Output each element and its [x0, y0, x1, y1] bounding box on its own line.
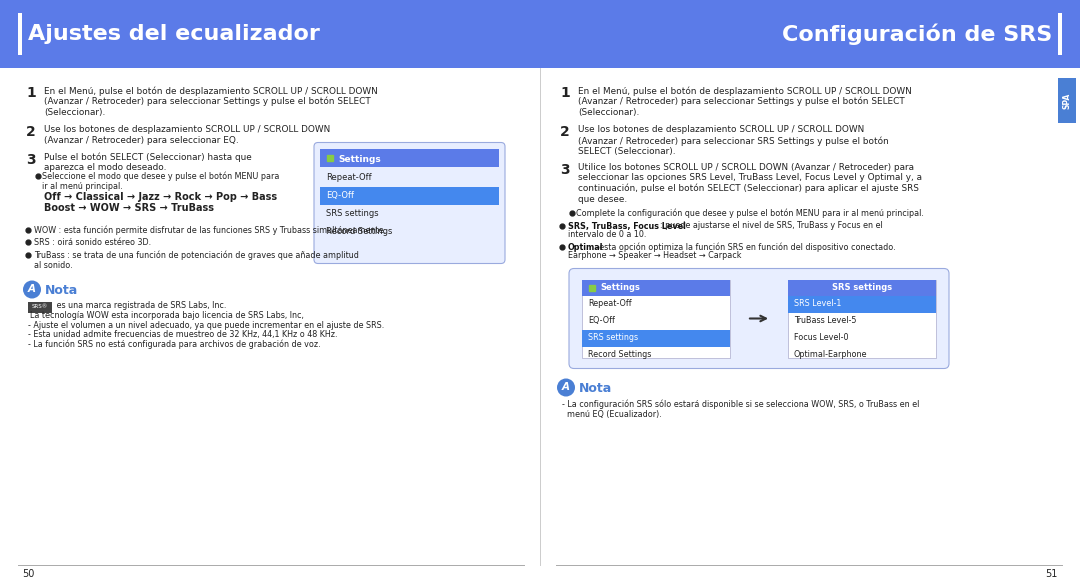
Text: - Esta unidad admite frecuencias de muestreo de 32 KHz, 44,1 KHz o 48 KHz.: - Esta unidad admite frecuencias de mues…	[28, 330, 337, 339]
Text: SRS settings: SRS settings	[832, 283, 892, 292]
Text: Use los botones de desplazamiento SCROLL UP / SCROLL DOWN
(Avanzar / Retroceder): Use los botones de desplazamiento SCROLL…	[44, 126, 330, 145]
Text: En el Menú, pulse el botón de desplazamiento SCROLL UP / SCROLL DOWN
(Avanzar / : En el Menú, pulse el botón de desplazami…	[578, 86, 912, 117]
Text: EQ-Off: EQ-Off	[326, 191, 354, 200]
Text: SRS, TruBass, Focus Level: SRS, TruBass, Focus Level	[568, 221, 686, 231]
Text: A: A	[562, 383, 570, 393]
Text: SRS settings: SRS settings	[588, 333, 638, 342]
Text: 51: 51	[1045, 569, 1058, 579]
Text: SRS®: SRS®	[32, 305, 49, 309]
Bar	[18, 13, 22, 55]
Text: Settings: Settings	[600, 283, 639, 292]
Text: Pulse el botón SELECT (Seleccionar) hasta que
aparezca el modo deseado.: Pulse el botón SELECT (Seleccionar) hast…	[44, 153, 252, 173]
Text: Earphone → Speaker → Headset → Carpack: Earphone → Speaker → Headset → Carpack	[568, 251, 742, 260]
Text: SPA: SPA	[1063, 92, 1071, 109]
Text: Nota: Nota	[45, 284, 78, 296]
Bar	[1058, 78, 1076, 123]
Text: 2: 2	[26, 126, 36, 140]
Text: SRS : oirá sonido estéreo 3D.: SRS : oirá sonido estéreo 3D.	[33, 238, 151, 247]
Bar	[582, 279, 730, 357]
Text: Nota: Nota	[579, 382, 612, 394]
Text: Record Settings: Record Settings	[326, 227, 392, 236]
Text: TruBass Level-5: TruBass Level-5	[794, 316, 856, 325]
Circle shape	[23, 281, 41, 299]
Bar	[1058, 13, 1062, 55]
Text: EQ-Off: EQ-Off	[588, 316, 615, 325]
Text: TruBass : se trata de una función de potenciación de graves que añade amplitud
a: TruBass : se trata de una función de pot…	[33, 251, 359, 271]
Bar	[788, 279, 936, 357]
Text: : esta opción optimiza la función SRS en función del dispositivo conectado.: : esta opción optimiza la función SRS en…	[594, 242, 895, 252]
Text: Use los botones de desplazamiento SCROLL UP / SCROLL DOWN
(Avanzar / Retroceder): Use los botones de desplazamiento SCROLL…	[578, 126, 889, 156]
Text: Off → Classical → Jazz → Rock → Pop → Bass: Off → Classical → Jazz → Rock → Pop → Ba…	[44, 193, 278, 203]
Text: Settings: Settings	[338, 155, 381, 164]
Text: 1: 1	[561, 86, 570, 100]
Circle shape	[557, 379, 575, 396]
Text: La tecnología WOW esta incorporada bajo licencia de SRS Labs, Inc,: La tecnología WOW esta incorporada bajo …	[30, 311, 303, 320]
Text: 2: 2	[561, 126, 570, 140]
Text: Complete la configuración que desee y pulse el botón MENU para ir al menú princi: Complete la configuración que desee y pu…	[576, 209, 923, 218]
Text: 50: 50	[22, 569, 35, 579]
Text: Seleccione el modo que desee y pulse el botón MENU para
ir al menú principal.: Seleccione el modo que desee y pulse el …	[42, 171, 280, 191]
Text: Repeat-Off: Repeat-Off	[326, 173, 372, 182]
FancyBboxPatch shape	[314, 143, 505, 264]
Text: Optimal: Optimal	[568, 242, 604, 251]
Text: - La configuración SRS sólo estará disponible si se selecciona WOW, SRS, o TruBa: - La configuración SRS sólo estará dispo…	[562, 400, 919, 419]
Text: - La función SRS no está configurada para archivos de grabación de voz.: - La función SRS no está configurada par…	[28, 339, 321, 349]
Text: Ajustes del ecualizador: Ajustes del ecualizador	[28, 24, 320, 44]
FancyBboxPatch shape	[569, 268, 949, 369]
Text: Record Settings: Record Settings	[588, 350, 651, 359]
Text: Focus Level-0: Focus Level-0	[794, 333, 849, 342]
Bar	[320, 187, 499, 204]
Text: SRS settings: SRS settings	[326, 209, 379, 218]
Text: 1: 1	[26, 86, 36, 100]
Text: En el Menú, pulse el botón de desplazamiento SCROLL UP / SCROLL DOWN
(Avanzar / : En el Menú, pulse el botón de desplazami…	[44, 86, 378, 117]
Text: Utilice los botones SCROLL UP / SCROLL DOWN (Avanzar / Retroceder) para
seleccio: Utilice los botones SCROLL UP / SCROLL D…	[578, 163, 922, 204]
Text: Repeat-Off: Repeat-Off	[588, 299, 632, 308]
Text: 3: 3	[26, 153, 36, 167]
Text: Configuración de SRS: Configuración de SRS	[782, 23, 1052, 45]
Bar	[28, 302, 52, 312]
Text: Boost → WOW → SRS → TruBass: Boost → WOW → SRS → TruBass	[44, 203, 214, 213]
Text: A: A	[28, 285, 36, 295]
Bar	[788, 279, 936, 295]
Text: SRS Level-1: SRS Level-1	[794, 299, 841, 308]
Text: intervalo de 0 a 10.: intervalo de 0 a 10.	[568, 230, 646, 239]
Text: es una marca registrada de SRS Labs, Inc.: es una marca registrada de SRS Labs, Inc…	[54, 302, 227, 311]
Bar	[582, 329, 730, 346]
Text: WOW : esta función permite disfrutar de las funciones SRS y Trubass simultáneame: WOW : esta función permite disfrutar de …	[33, 225, 387, 235]
Text: - Ajuste el volumen a un nivel adecuado, ya que puede incrementar en el ajuste d: - Ajuste el volumen a un nivel adecuado,…	[28, 321, 384, 329]
Text: Optimal-Earphone: Optimal-Earphone	[794, 350, 867, 359]
Text: : puede ajustarse el nivel de SRS, TruBass y Focus en el: : puede ajustarse el nivel de SRS, TruBa…	[661, 221, 883, 231]
Bar	[582, 279, 730, 295]
Bar	[320, 149, 499, 167]
Bar	[0, 0, 1080, 68]
Bar	[788, 295, 936, 312]
Text: 3: 3	[561, 163, 569, 177]
